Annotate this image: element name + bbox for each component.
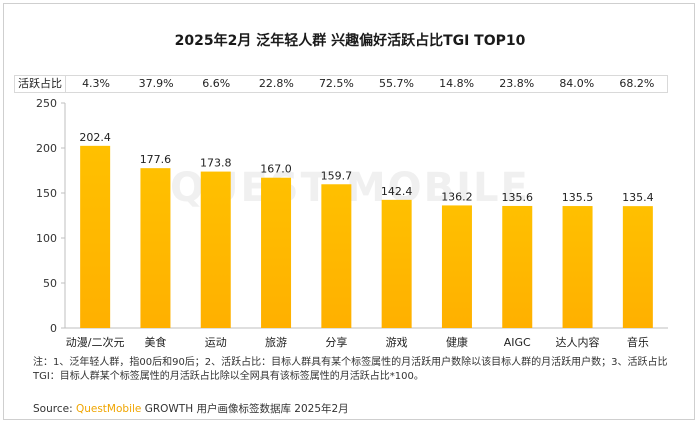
y-tick-label: 0 — [50, 322, 57, 335]
x-category-label: 游戏 — [386, 336, 408, 349]
active-share-value: 72.5% — [318, 77, 354, 90]
active-share-value: 23.8% — [499, 77, 535, 90]
chart-title: 2025年2月 泛年轻人群 兴趣偏好活跃占比TGI TOP10 — [174, 33, 526, 49]
active-share-value: 68.2% — [619, 77, 655, 90]
x-category-label: 动漫/二次元 — [66, 335, 125, 349]
bar-value-label: 135.4 — [622, 191, 654, 204]
bar — [200, 171, 231, 328]
active-share-value: 22.8% — [258, 77, 294, 90]
y-tick-label: 250 — [36, 97, 57, 110]
active-share-value: 6.6% — [202, 77, 231, 90]
bar — [622, 206, 653, 328]
x-category-label: 旅游 — [265, 335, 287, 349]
bar-layer: 202.4 动漫/二次元 177.6 美食 173.8 运动 167.0 旅游 159.7 分享 1… — [66, 131, 654, 349]
bar-value-label: 136.2 — [441, 190, 473, 203]
bar-value-label: 177.6 — [140, 153, 172, 166]
y-tick-label: 200 — [36, 142, 57, 155]
active-share-row: 活跃占比 4.3% 37.9% 6.6% 22.8% 72.5% 55.7% 1… — [14, 75, 668, 93]
bar-value-label: 135.5 — [562, 191, 594, 204]
bar — [441, 205, 472, 328]
bar — [80, 145, 111, 328]
x-category-label: AIGC — [504, 336, 531, 349]
bar — [562, 206, 593, 328]
x-category-label: 音乐 — [627, 335, 649, 349]
active-share-label: 活跃占比 — [15, 76, 66, 92]
x-category-label: 美食 — [144, 335, 166, 349]
source-line: Source: QuestMobile GROWTH 用户画像标签数据库 202… — [33, 401, 349, 416]
active-share-value: 37.9% — [138, 77, 174, 90]
bar-chart: 250 200 150 100 50 0 202.4 动漫/二次元 177.6 美食 173.8 运… — [36, 97, 668, 349]
source-brand: QuestMobile — [75, 403, 142, 415]
bar — [381, 199, 412, 328]
y-tick-label: 100 — [36, 232, 57, 245]
y-tick-label: 150 — [36, 187, 57, 200]
bar-value-label: 159.7 — [321, 169, 353, 182]
bar — [502, 205, 533, 328]
bar — [321, 184, 352, 328]
bar-value-label: 142.4 — [381, 185, 413, 198]
x-category-label: 达人内容 — [556, 335, 600, 349]
active-share-value: 14.8% — [439, 77, 475, 90]
bar-value-label: 167.0 — [260, 163, 292, 176]
bar — [261, 177, 292, 328]
bar — [140, 168, 171, 328]
active-share-cells: 4.3% 37.9% 6.6% 22.8% 72.5% 55.7% 14.8% … — [66, 76, 667, 92]
bar-value-label: 202.4 — [79, 131, 111, 144]
y-tick-label: 50 — [43, 277, 57, 290]
x-category-label: 运动 — [205, 336, 227, 349]
active-share-value: 4.3% — [82, 77, 111, 90]
chart-notes: 注：1、泛年轻人群，指00后和90后；2、活跃占比：目标人群具有某个标签属性的月… — [33, 356, 673, 384]
source-prefix: Source: — [33, 403, 76, 415]
notes-text: 注：1、泛年轻人群，指00后和90后；2、活跃占比：目标人群具有某个标签属性的月… — [33, 357, 668, 382]
x-category-label: 分享 — [325, 335, 347, 349]
active-share-value: 55.7% — [379, 77, 414, 90]
source-rest: GROWTH 用户画像标签数据库 2025年2月 — [141, 403, 349, 415]
bar-value-label: 135.6 — [502, 191, 534, 204]
x-category-label: 健康 — [446, 335, 468, 349]
bar-value-label: 173.8 — [200, 157, 232, 170]
active-share-value: 84.0% — [559, 77, 595, 90]
